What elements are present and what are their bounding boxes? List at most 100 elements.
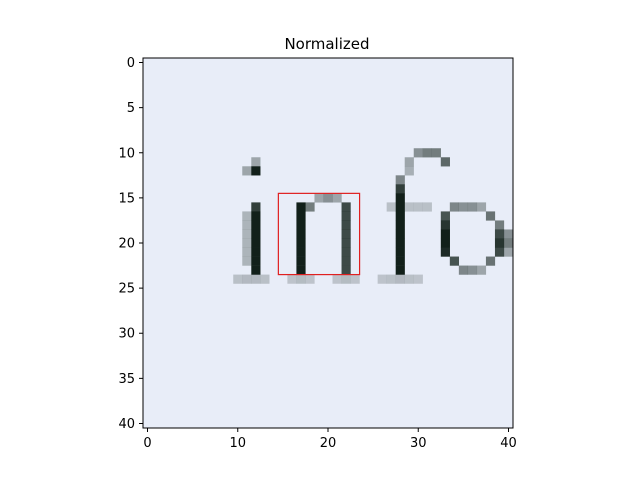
y-tick-label: 20 xyxy=(118,237,135,252)
glyph-f-pixel xyxy=(395,229,405,239)
glyph-n-pixel xyxy=(323,193,333,203)
glyph-n-pixel xyxy=(296,247,306,257)
glyph-f-pixel xyxy=(413,148,423,158)
highlight-box xyxy=(277,192,361,276)
glyph-o-pixel xyxy=(494,229,505,239)
glyph-f-pixel xyxy=(413,274,423,284)
glyph-n-pixel xyxy=(296,220,306,230)
glyph-n-pixel xyxy=(341,274,351,284)
y-tick-label: 10 xyxy=(118,146,135,161)
glyph-n-pixel xyxy=(341,265,351,275)
glyph-f-pixel xyxy=(395,247,405,257)
y-tick-label: 40 xyxy=(118,417,135,432)
glyph-n-pixel xyxy=(296,202,306,212)
glyph-f-pixel xyxy=(395,274,405,284)
glyph-f-pixel xyxy=(404,202,414,212)
highlight-layer xyxy=(277,192,361,276)
glyph-n-pixel xyxy=(296,265,306,275)
glyph-i-stem-pixel xyxy=(251,265,261,275)
glyph-i-stem-pixel xyxy=(242,247,252,257)
glyph-n-pixel xyxy=(341,256,351,266)
glyph-n-pixel xyxy=(287,274,297,284)
glyph-o-pixel xyxy=(503,238,514,248)
glyph-o-pixel xyxy=(503,229,514,239)
glyph-f-pixel xyxy=(395,238,405,248)
x-tick-label: 10 xyxy=(229,436,246,451)
glyph-f-pixel xyxy=(413,202,423,212)
glyph-i-stem-pixel xyxy=(242,211,252,221)
glyph-f-pixel xyxy=(395,220,405,230)
glyph-f-pixel xyxy=(386,274,396,284)
y-tick-label: 5 xyxy=(127,101,135,116)
glyph-n-pixel xyxy=(341,238,351,248)
glyph-i-stem-pixel xyxy=(242,229,252,239)
glyph-i-stem-pixel xyxy=(233,274,243,284)
glyph-i-stem-pixel xyxy=(251,247,261,257)
y-tick-label: 25 xyxy=(118,282,135,297)
glyph-f-pixel xyxy=(431,148,441,158)
glyph-n-pixel xyxy=(341,229,351,239)
glyph-n-pixel xyxy=(341,202,351,212)
glyph-n-pixel xyxy=(341,220,351,230)
glyph-o-pixel xyxy=(449,202,460,212)
x-axis-ticks: 0 10 20 30 40 xyxy=(143,428,517,451)
glyph-i-stem-pixel xyxy=(242,238,252,248)
heatmap-background xyxy=(143,58,513,428)
glyph-o-pixel xyxy=(467,202,478,212)
glyph-n-pixel xyxy=(350,274,360,284)
glyph-f-pixel xyxy=(395,256,405,266)
glyph-i-stem-pixel xyxy=(251,202,261,212)
glyph-f-pixel xyxy=(395,184,405,194)
glyph-n-pixel xyxy=(296,229,306,239)
glyph-f-pixel xyxy=(440,157,450,167)
glyph-f-pixel xyxy=(395,175,405,185)
glyph-i-stem-pixel xyxy=(251,238,261,248)
glyph-o-pixel xyxy=(458,265,469,275)
glyph-o-pixel xyxy=(476,265,487,275)
glyph-o-pixel xyxy=(494,220,505,230)
glyph-f-pixel xyxy=(377,274,387,284)
glyph-i-stem-pixel xyxy=(251,211,261,221)
glyph-o-pixel xyxy=(440,238,450,248)
glyph-f-pixel xyxy=(404,157,414,167)
glyph-i-stem-pixel xyxy=(242,220,252,230)
y-tick-label: 30 xyxy=(118,327,135,342)
x-tick-label: 20 xyxy=(320,436,337,451)
glyph-o-pixel xyxy=(440,247,450,257)
glyph-o-pixel xyxy=(485,211,496,221)
glyph-i-dot-pixel xyxy=(251,166,261,176)
y-tick-label: 0 xyxy=(127,56,135,71)
plot-area xyxy=(143,58,514,428)
glyph-f-pixel xyxy=(404,166,414,176)
chart-title: Normalized xyxy=(284,35,369,53)
glyph-i-stem-pixel xyxy=(260,274,270,284)
glyph-n-pixel xyxy=(332,274,342,284)
glyph-i-stem-pixel xyxy=(251,256,261,266)
glyph-f-pixel xyxy=(395,211,405,221)
glyph-f-pixel xyxy=(422,148,432,158)
glyph-o-pixel xyxy=(440,220,450,230)
glyph-n-pixel xyxy=(296,238,306,248)
glyph-f-pixel xyxy=(404,274,414,284)
x-tick-label: 40 xyxy=(500,436,517,451)
glyph-f-pixel xyxy=(395,193,405,203)
glyph-o-pixel xyxy=(440,211,450,221)
glyph-n-pixel xyxy=(341,211,351,221)
glyph-n-pixel xyxy=(305,274,315,284)
glyph-n-pixel xyxy=(332,193,342,203)
y-axis-ticks: 0 5 10 15 20 25 30 35 40 xyxy=(118,56,143,432)
glyph-o-pixel xyxy=(440,229,450,239)
glyph-n-pixel xyxy=(296,211,306,221)
glyph-i-stem-pixel xyxy=(251,229,261,239)
glyph-i-stem-pixel xyxy=(242,274,252,284)
y-tick-label: 35 xyxy=(118,372,135,387)
y-tick-label: 15 xyxy=(118,191,135,206)
glyph-n-pixel xyxy=(305,202,315,212)
glyph-o-pixel xyxy=(476,202,487,212)
glyph-i-stem-pixel xyxy=(251,220,261,230)
glyph-o-pixel xyxy=(485,256,496,266)
glyph-n-pixel xyxy=(296,274,306,284)
glyph-n-pixel xyxy=(296,256,306,266)
glyph-f-pixel xyxy=(422,202,432,212)
